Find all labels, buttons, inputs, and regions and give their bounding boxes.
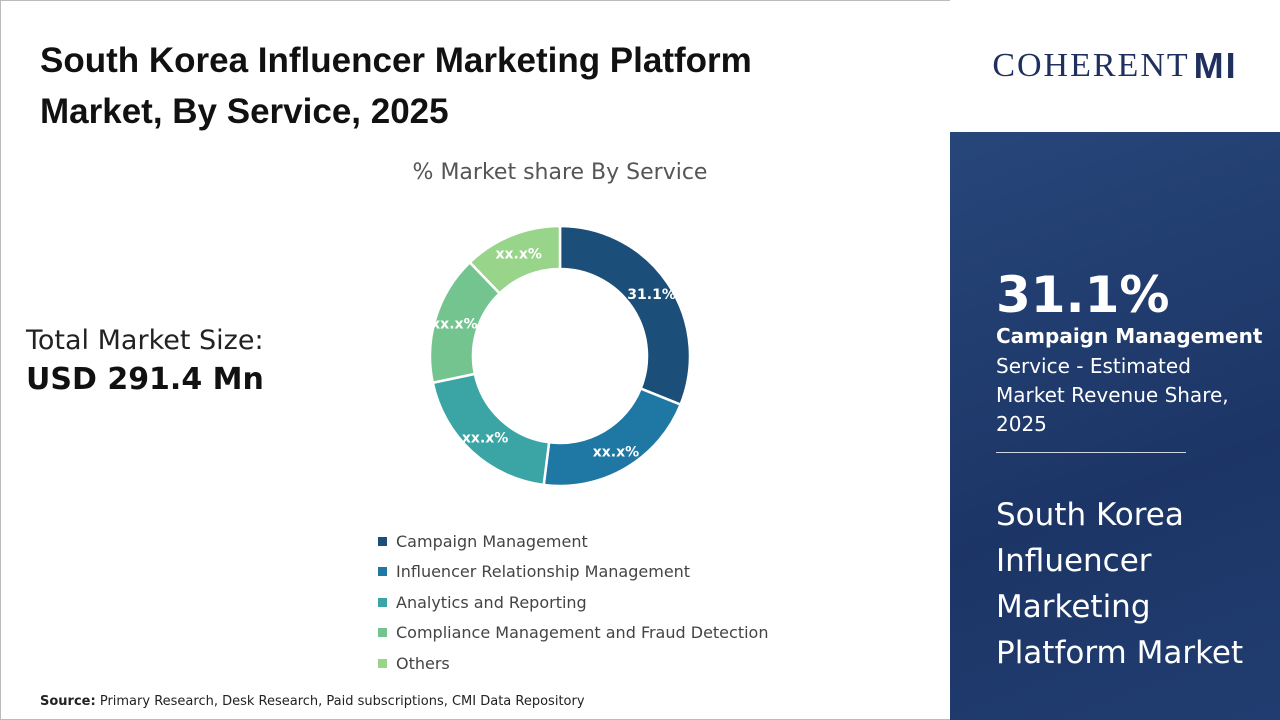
logo: COHERENT MI <box>950 0 1280 132</box>
legend: Campaign Management Influencer Relationsh… <box>378 526 768 679</box>
legend-item: Compliance Management and Fraud Detectio… <box>378 618 768 649</box>
donut-chart: 31.1% xx.x% xx.x% xx.x% xx.x% <box>428 224 692 488</box>
legend-swatch <box>378 658 387 668</box>
data-label: xx.x% <box>593 444 639 460</box>
legend-label: Campaign Management <box>396 531 588 551</box>
legend-label: Others <box>396 653 450 673</box>
logo-suffix: MI <box>1193 45 1238 86</box>
legend-item: Campaign Management <box>378 526 768 557</box>
legend-item: Analytics and Reporting <box>378 587 768 618</box>
data-label: xx.x% <box>431 317 477 333</box>
donut-slice <box>558 224 692 407</box>
legend-swatch <box>378 567 387 577</box>
highlight-panel: 31.1% Campaign Management Service - Esti… <box>950 132 1280 720</box>
highlight-segment: Campaign Management <box>996 324 1263 348</box>
data-label: 31.1% <box>627 287 676 303</box>
source-text: Primary Research, Desk Research, Paid su… <box>99 694 585 709</box>
donut-slice <box>542 386 683 488</box>
total-market-value: USD 291.4 Mn <box>26 362 264 397</box>
page-title: South Korea Influencer Marketing Platfor… <box>40 41 752 131</box>
donut-slice <box>468 224 562 296</box>
legend-label: Compliance Management and Fraud Detectio… <box>396 623 769 643</box>
source-note: Source: Primary Research, Desk Research,… <box>40 694 585 709</box>
highlight-description: Service - Estimated Market Revenue Share… <box>996 354 1229 436</box>
legend-label: Influencer Relationship Management <box>396 562 691 582</box>
divider <box>996 452 1186 453</box>
legend-swatch <box>378 597 387 607</box>
data-label: xx.x% <box>495 247 541 263</box>
data-label: xx.x% <box>462 430 508 446</box>
chart-title: % Market share By Service <box>412 160 708 185</box>
highlight-value: 31.1% <box>996 266 1170 324</box>
total-market-label: Total Market Size: <box>26 325 264 356</box>
legend-item: Influencer Relationship Management <box>378 557 768 588</box>
legend-label: Analytics and Reporting <box>396 592 587 612</box>
right-panel: COHERENT MI 31.1% Campaign Management Ser… <box>950 0 1280 720</box>
legend-swatch <box>378 628 387 638</box>
source-label: Source: <box>40 694 96 709</box>
logo-text: COHERENT <box>992 47 1190 84</box>
legend-swatch <box>378 536 387 546</box>
market-name: South Korea Influencer Marketing Platfor… <box>996 497 1244 671</box>
legend-item: Others <box>378 648 768 679</box>
